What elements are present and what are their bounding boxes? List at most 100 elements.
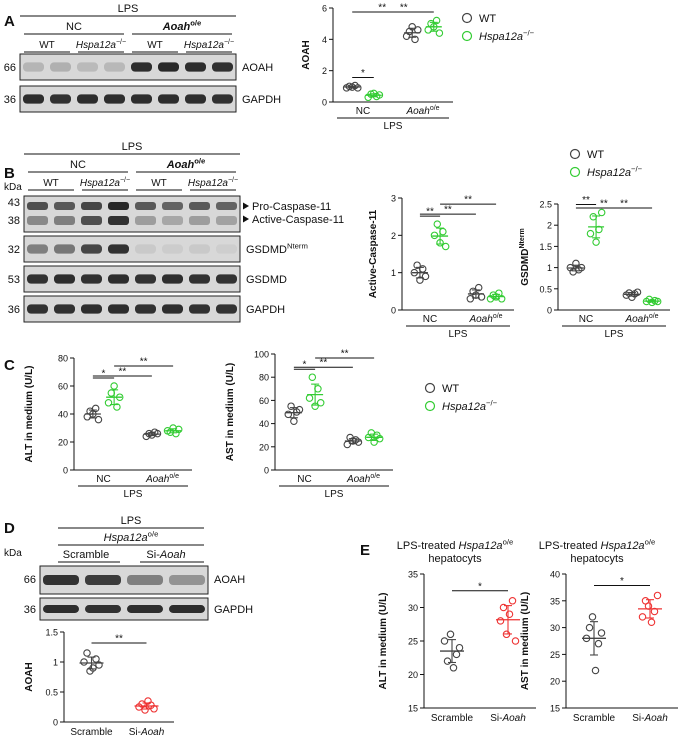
legend: WT Hspa12a−/−: [461, 12, 535, 43]
text-part: 0: [264, 466, 269, 476]
data-point: [305, 394, 314, 402]
text-part: **: [378, 3, 386, 14]
text-part: 0: [53, 718, 58, 728]
y-tick-label: 20: [550, 677, 560, 687]
y-tick-label: 0: [53, 718, 58, 728]
treatment-label: LPS: [325, 489, 344, 500]
blot-row-AOAH: [39, 565, 209, 595]
blot-band: [50, 62, 71, 72]
significance-mark: *: [303, 360, 307, 371]
blot-band: [162, 244, 183, 254]
text-part: **: [582, 195, 590, 206]
blot-band: [85, 605, 121, 613]
blot-row-GAPDH: [19, 85, 237, 113]
category-label: NC: [96, 474, 110, 485]
blot-row-gsdmd: [23, 265, 241, 293]
text-part: o/e: [169, 473, 179, 480]
legend-label-wt: WT: [479, 13, 496, 25]
blot-frame: [23, 195, 241, 233]
text-part: Hspa12a: [188, 178, 228, 189]
data-point: [592, 238, 600, 246]
text-part: 1: [391, 268, 396, 278]
text-part: WT: [147, 40, 163, 51]
text-part: o/e: [370, 473, 380, 480]
y-tick-label: 1: [53, 658, 58, 668]
blot-band: [162, 216, 183, 225]
data-point: [496, 617, 505, 625]
category-label: NC: [423, 314, 437, 325]
chart-title-1: LPS-treated Hspa12ao/e: [539, 538, 656, 552]
y-tick-label: 4: [322, 35, 327, 45]
blot-band: [185, 62, 206, 72]
panel-letter-A: A: [4, 13, 15, 30]
y-axis-label: ALT in medium (U/L): [24, 365, 35, 462]
significance-mark: **: [140, 357, 148, 368]
legend-label-wt: WT: [587, 149, 604, 161]
text-part: **: [464, 195, 472, 206]
data-point: [89, 664, 97, 672]
blot-label: GSDMD: [246, 274, 287, 286]
y-tick-label: 0.5: [45, 688, 58, 698]
text-part: Hspa12a: [479, 31, 523, 43]
significance-mark: **: [378, 3, 386, 14]
text-part: Aoah: [346, 474, 371, 485]
text-part: 0: [391, 306, 396, 316]
blot-band: [189, 274, 210, 284]
text-part: Hspa12a: [184, 40, 224, 51]
data-point: [597, 208, 606, 217]
data-point: [91, 404, 100, 413]
data-point: [316, 398, 325, 407]
genotype-label: Hspa12a−/−: [188, 177, 238, 189]
blot-band: [162, 202, 183, 210]
data-point: [94, 415, 103, 424]
data-point: [287, 402, 295, 410]
text-part: 1: [547, 263, 552, 273]
y-tick-label: 80: [58, 354, 68, 364]
data-point: [308, 373, 317, 381]
text-part: *: [478, 581, 482, 592]
significance-mark: **: [319, 358, 327, 369]
group-label: Scramble: [63, 549, 109, 561]
y-tick-label: 0.5: [539, 284, 552, 294]
text-part: 15: [550, 704, 560, 714]
blot-row-caspase: [23, 195, 241, 233]
text-part: LPS: [325, 489, 344, 500]
text-part: 20: [408, 670, 418, 680]
data-point: [433, 220, 442, 228]
data-point: [107, 389, 116, 397]
legend-marker-wt: [569, 148, 581, 160]
text-part: Aoah: [468, 314, 493, 325]
y-axis-label: AST in medium (U/L): [225, 363, 236, 461]
text-part: A: [4, 13, 15, 30]
mw-marker: 36: [4, 94, 16, 106]
blot-frame: [39, 597, 209, 621]
text-part: 43: [8, 197, 20, 209]
blot-band: [77, 62, 98, 72]
mw-marker: 53: [8, 274, 20, 286]
blot-band: [212, 94, 233, 104]
data-point: [432, 16, 441, 25]
blot-band: [85, 574, 121, 586]
text-part: LPS: [384, 121, 403, 132]
blot-band: [189, 244, 210, 254]
text-part: 2: [547, 221, 552, 231]
significance-mark: **: [400, 3, 408, 14]
text-part: **: [426, 207, 434, 218]
text-part: 2: [322, 66, 327, 76]
blot-band: [189, 304, 210, 314]
blot-band: [216, 216, 237, 225]
text-part: D: [4, 520, 15, 537]
blot-band: [43, 605, 79, 613]
data-point: [638, 613, 647, 621]
text-part: WT: [587, 149, 604, 161]
mw-marker: 66: [4, 62, 16, 74]
text-part: Aoah: [624, 314, 649, 325]
treatment-label: LPS: [121, 515, 142, 527]
data-point: [505, 610, 514, 618]
data-point: [113, 403, 121, 411]
text-part: LPS: [449, 329, 468, 340]
text-part: **: [140, 357, 148, 368]
blot-band: [104, 94, 125, 104]
